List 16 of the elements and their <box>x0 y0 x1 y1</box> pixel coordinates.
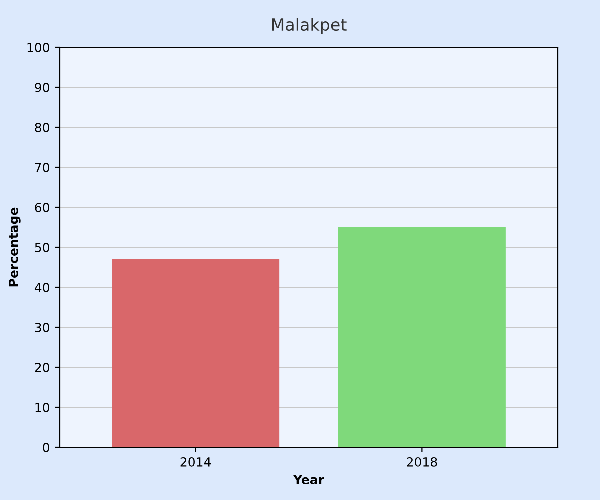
x-tick-label: 2018 <box>407 457 438 467</box>
y-tick-label: 20 <box>35 362 50 372</box>
y-tick-label: 40 <box>34 282 50 292</box>
chart-title: Malakpet <box>272 18 347 34</box>
y-tick-label: 50 <box>35 242 50 252</box>
y-tick-label: 70 <box>35 162 50 172</box>
y-tick-label: 10 <box>36 402 50 412</box>
y-tick-label: 90 <box>35 82 50 92</box>
y-tick-label: 30 <box>35 322 50 332</box>
y-tick-label: 60 <box>35 202 50 212</box>
x-tick-label: 2014 <box>180 457 212 467</box>
x-axis-title: Year <box>293 475 324 485</box>
y-axis-title: Percentage <box>9 208 21 287</box>
y-tick-label: 0 <box>43 442 50 452</box>
y-tick-label: 100 <box>28 42 50 52</box>
y-tick-label: 80 <box>35 122 50 132</box>
